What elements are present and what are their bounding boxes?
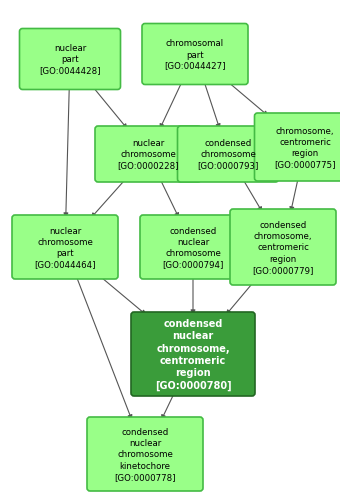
FancyBboxPatch shape [19,30,120,90]
FancyBboxPatch shape [255,114,340,182]
FancyBboxPatch shape [95,127,201,183]
FancyBboxPatch shape [177,127,278,183]
Text: nuclear
chromosome
part
[GO:0044464]: nuclear chromosome part [GO:0044464] [34,226,96,269]
Text: condensed
nuclear
chromosome,
centromeric
region
[GO:0000780]: condensed nuclear chromosome, centromeri… [155,318,231,390]
FancyBboxPatch shape [230,209,336,286]
FancyBboxPatch shape [142,25,248,85]
Text: condensed
nuclear
chromosome
[GO:0000794]: condensed nuclear chromosome [GO:0000794… [162,226,224,269]
FancyBboxPatch shape [140,215,246,280]
FancyBboxPatch shape [12,215,118,280]
FancyBboxPatch shape [131,313,255,396]
Text: condensed
chromosome,
centromeric
region
[GO:0000779]: condensed chromosome, centromeric region… [252,221,314,274]
Text: condensed
nuclear
chromosome
kinetochore
[GO:0000778]: condensed nuclear chromosome kinetochore… [114,427,176,481]
Text: chromosomal
part
[GO:0044427]: chromosomal part [GO:0044427] [164,39,226,71]
Text: condensed
chromosome
[GO:0000793]: condensed chromosome [GO:0000793] [197,139,259,170]
Text: nuclear
part
[GO:0044428]: nuclear part [GO:0044428] [39,44,101,76]
FancyBboxPatch shape [87,417,203,491]
Text: nuclear
chromosome
[GO:0000228]: nuclear chromosome [GO:0000228] [117,139,179,170]
Text: chromosome,
centromeric
region
[GO:0000775]: chromosome, centromeric region [GO:00007… [274,127,336,169]
